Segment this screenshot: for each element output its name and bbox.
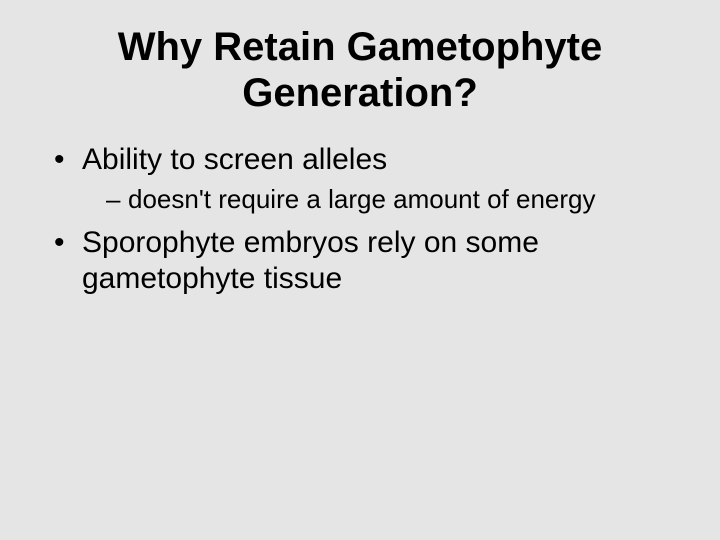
sub-bullet-item: doesn't require a large amount of energy (106, 184, 680, 215)
bullet-text: Ability to screen alleles (82, 143, 387, 176)
bullet-item: Sporophyte embryos rely on some gametoph… (54, 225, 680, 297)
bullet-item: Ability to screen alleles doesn't requir… (54, 142, 680, 215)
slide: Why Retain Gametophyte Generation? Abili… (0, 0, 720, 540)
bullet-list: Ability to screen alleles doesn't requir… (40, 142, 680, 297)
slide-title: Why Retain Gametophyte Generation? (40, 24, 680, 116)
sub-bullet-list: doesn't require a large amount of energy (82, 184, 680, 215)
sub-bullet-text: doesn't require a large amount of energy (128, 184, 595, 214)
bullet-text: Sporophyte embryos rely on some gametoph… (82, 226, 539, 295)
